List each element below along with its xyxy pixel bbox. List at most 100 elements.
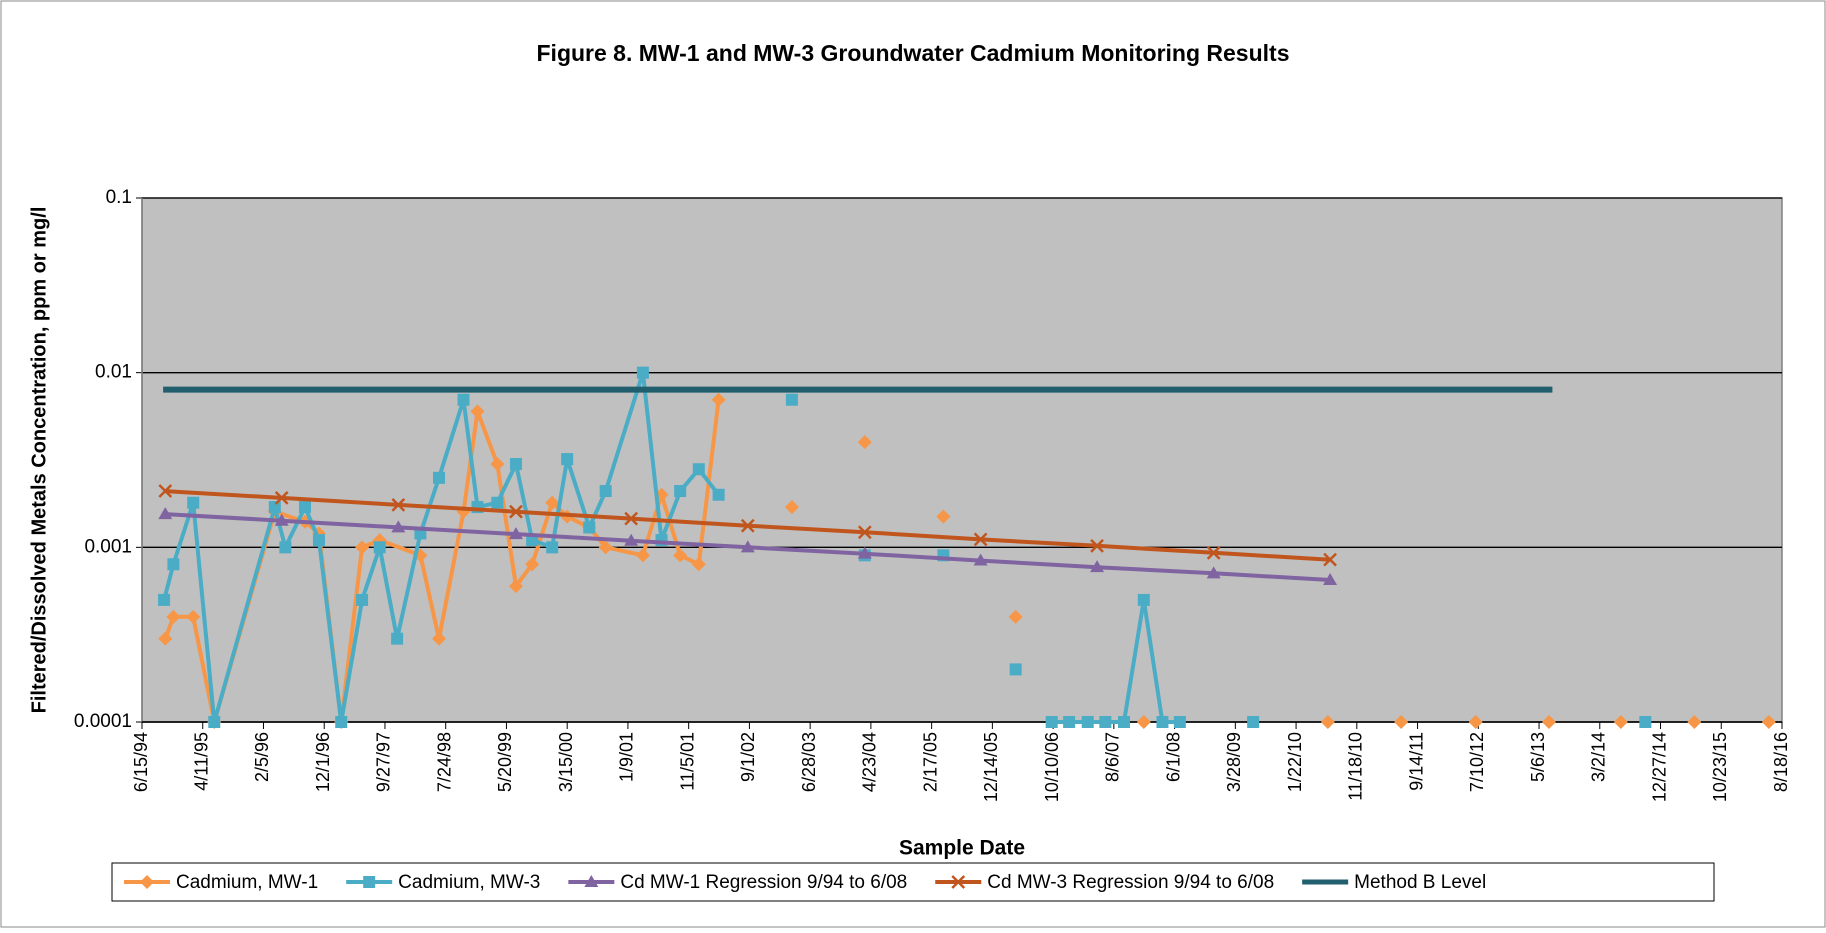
data-point — [674, 485, 687, 498]
x-tick-label: 8/18/16 — [1771, 732, 1791, 792]
data-point — [561, 453, 574, 466]
data-point — [1063, 716, 1076, 728]
data-point — [391, 520, 406, 533]
data-point — [857, 525, 872, 540]
data-point — [1687, 715, 1702, 729]
data-point — [158, 631, 173, 646]
legend-marker — [584, 875, 599, 887]
y-tick-label: 0.1 — [106, 187, 132, 208]
data-point — [208, 716, 221, 728]
x-tick-label: 4/23/04 — [860, 732, 880, 792]
data-point — [508, 527, 523, 540]
x-tick-label: 2/17/05 — [920, 732, 940, 792]
data-point — [356, 593, 369, 606]
legend: Cadmium, MW-1 Cadmium, MW-3 Cd MW-1 Regres… — [124, 872, 1486, 893]
x-tick-label: 11/18/10 — [1346, 732, 1366, 801]
data-point — [167, 558, 180, 571]
data-point — [673, 548, 688, 563]
data-point — [1090, 538, 1104, 553]
data-point — [391, 497, 406, 512]
data-point — [355, 540, 370, 555]
x-tick-label: 8/6/07 — [1103, 732, 1123, 782]
data-point — [624, 511, 639, 526]
data-point — [1117, 716, 1130, 728]
x-tick-label: 11/5/01 — [677, 732, 697, 791]
data-point — [525, 557, 540, 572]
data-point — [711, 392, 726, 407]
data-point — [1541, 715, 1556, 729]
legend-label: Method B Level — [1354, 872, 1486, 893]
data-point — [712, 488, 725, 501]
data-point — [635, 548, 650, 563]
data-point — [509, 504, 523, 519]
data-point — [598, 540, 613, 555]
data-point — [1468, 715, 1483, 729]
data-point — [279, 541, 292, 554]
x-tick-label: 3/28/09 — [1224, 732, 1244, 792]
data-point — [312, 534, 325, 547]
data-point — [583, 521, 596, 534]
data-point — [1045, 716, 1058, 728]
data-point — [1206, 566, 1221, 579]
data-point — [691, 557, 706, 572]
data-point — [624, 533, 639, 546]
legend-item: Method B Level — [1302, 872, 1486, 893]
x-tick-label: 1/9/01 — [617, 732, 637, 782]
plot-area — [141, 197, 1783, 723]
x-tick-label: 3/2/14 — [1589, 732, 1609, 782]
data-point — [740, 540, 755, 553]
x-tick-label: 10/23/15 — [1710, 732, 1730, 802]
x-tick-label: 12/1/96 — [313, 732, 333, 792]
data-point — [636, 366, 649, 379]
data-point — [1156, 716, 1169, 728]
x-tick-label: 4/11/95 — [191, 732, 211, 791]
data-point — [1206, 545, 1221, 560]
data-point — [973, 532, 988, 547]
data-point — [546, 541, 559, 554]
series — [158, 484, 1337, 567]
data-point — [1761, 715, 1776, 729]
y-tick-label: 0.0001 — [74, 711, 132, 732]
data-point — [186, 609, 201, 624]
data-point — [1081, 716, 1094, 728]
y-tick-label: 0.01 — [95, 362, 132, 383]
data-point — [857, 435, 872, 450]
data-point — [1090, 560, 1105, 573]
data-point — [973, 553, 988, 566]
data-point — [599, 485, 612, 498]
legend-item: Cd MW-3 Regression 9/94 to 6/08 — [935, 872, 1274, 893]
data-point — [158, 593, 171, 606]
data-point — [158, 507, 173, 520]
data-point — [491, 496, 504, 509]
legend-marker — [140, 875, 154, 889]
data-point — [335, 716, 348, 728]
data-point — [432, 631, 447, 646]
data-point — [433, 471, 446, 484]
data-point — [545, 495, 560, 510]
data-point — [857, 546, 872, 559]
data-point — [1137, 593, 1150, 606]
data-point — [373, 541, 386, 554]
data-point — [490, 456, 505, 471]
data-point — [298, 501, 311, 514]
data-point — [166, 609, 181, 624]
data-point — [654, 487, 669, 502]
data-point — [274, 490, 289, 505]
data-point — [187, 496, 200, 509]
data-point — [470, 404, 485, 419]
data-point — [508, 579, 523, 594]
legend-marker — [951, 875, 966, 889]
legend-label: Cadmium, MW-3 — [398, 872, 540, 893]
x-tick-label: 7/24/98 — [434, 732, 454, 792]
data-point — [1323, 573, 1338, 586]
data-point — [1320, 715, 1335, 729]
x-tick-label: 5/20/99 — [495, 732, 515, 792]
x-tick-label: 7/10/12 — [1467, 732, 1487, 792]
data-point — [509, 457, 522, 470]
legend-label: Cd MW-3 Regression 9/94 to 6/08 — [987, 872, 1274, 893]
chart-title: Figure 8. MW-1 and MW-3 Groundwater Cadm… — [537, 40, 1290, 66]
x-tick-label: 2/5/96 — [252, 732, 272, 782]
legend-item: Cadmium, MW-3 — [346, 872, 540, 893]
x-tick-label: 6/1/08 — [1163, 732, 1183, 782]
